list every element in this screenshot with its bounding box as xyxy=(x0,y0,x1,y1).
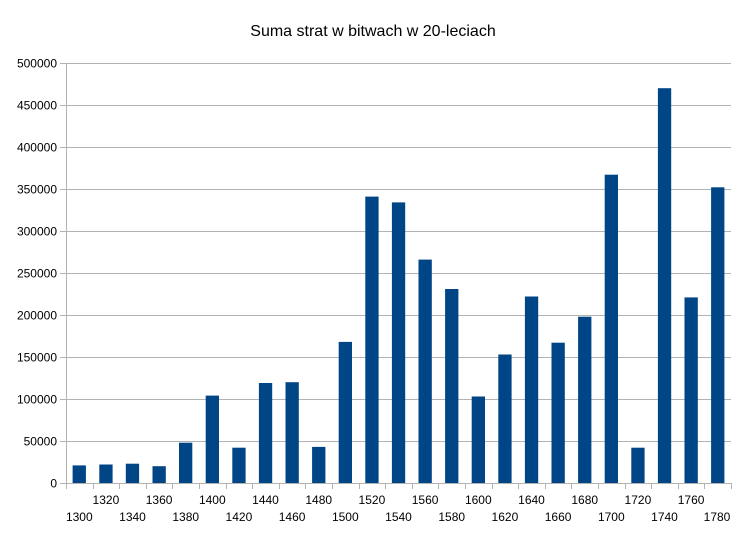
bar-1720 xyxy=(631,447,645,483)
bar-1360 xyxy=(152,466,166,483)
bar-1760 xyxy=(684,297,698,483)
y-tick-label: 500000 xyxy=(17,57,57,71)
x-tick-label: 1620 xyxy=(492,510,519,524)
x-tick-label: 1540 xyxy=(385,510,412,524)
x-tick-label: 1640 xyxy=(518,493,545,507)
bar-1580 xyxy=(445,289,459,483)
y-axis-tick-labels: 0 50000 100000 150000 200000 250000 300000 3500… xyxy=(17,57,57,491)
bar-1480 xyxy=(312,446,326,483)
x-tick-label: 1700 xyxy=(598,510,625,524)
bar-1740 xyxy=(657,88,672,483)
x-tick-label: 1600 xyxy=(465,493,492,507)
bar-1380 xyxy=(179,442,193,483)
x-tick-label: 1580 xyxy=(438,510,465,524)
x-tick-label: 1400 xyxy=(199,493,226,507)
x-tick-label: 1440 xyxy=(252,493,279,507)
y-tick-label: 0 xyxy=(50,477,57,491)
bar-1520 xyxy=(365,196,379,483)
bar-1460 xyxy=(285,382,299,483)
chart-title: Suma strat w bitwach w 20-leciach xyxy=(250,23,495,40)
x-tick-label: 1760 xyxy=(678,493,705,507)
x-tick-label: 1420 xyxy=(226,510,253,524)
bar-1500 xyxy=(338,341,352,483)
y-tick-label: 400000 xyxy=(17,141,57,155)
x-tick-label: 1320 xyxy=(93,493,120,507)
bar-1320 xyxy=(99,464,113,483)
x-tick-label: 1300 xyxy=(66,510,93,524)
x-tick-label: 1340 xyxy=(119,510,146,524)
y-tick-label: 150000 xyxy=(17,351,57,365)
x-tick-label: 1520 xyxy=(359,493,386,507)
y-tick-label: 100000 xyxy=(17,393,57,407)
x-tick-label: 1660 xyxy=(545,510,572,524)
y-tick-label: 450000 xyxy=(17,99,57,113)
bar-1340 xyxy=(125,463,140,483)
bar-1660 xyxy=(551,342,565,483)
x-tick-label: 1680 xyxy=(571,493,598,507)
x-tick-label: 1780 xyxy=(704,510,731,524)
x-tick-label: 1740 xyxy=(651,510,678,524)
bar-1400 xyxy=(205,395,219,483)
bar-1440 xyxy=(258,383,273,483)
bar-1420 xyxy=(232,447,246,483)
bar-1700 xyxy=(604,174,618,483)
x-tick-label: 1560 xyxy=(412,493,439,507)
y-tick-label: 250000 xyxy=(17,267,57,281)
bar-1600 xyxy=(471,396,485,483)
x-tick-label: 1500 xyxy=(332,510,359,524)
bar-1560 xyxy=(418,259,432,483)
bar-1620 xyxy=(498,354,512,483)
bar-1540 xyxy=(391,202,406,483)
bars xyxy=(72,88,725,484)
y-tick-label: 200000 xyxy=(17,309,57,323)
bar-1680 xyxy=(578,316,592,483)
x-tick-label: 1380 xyxy=(172,510,199,524)
bar-1780 xyxy=(711,187,725,484)
y-tick-label: 50000 xyxy=(24,435,58,449)
y-tick-label: 350000 xyxy=(17,183,57,197)
x-tick-label: 1720 xyxy=(625,493,652,507)
bar-1640 xyxy=(524,296,539,483)
y-tick-label: 300000 xyxy=(17,225,57,239)
x-tick-label: 1360 xyxy=(146,493,173,507)
x-tick-label: 1480 xyxy=(305,493,332,507)
x-tick-label: 1460 xyxy=(279,510,306,524)
bar-1300 xyxy=(72,465,86,483)
